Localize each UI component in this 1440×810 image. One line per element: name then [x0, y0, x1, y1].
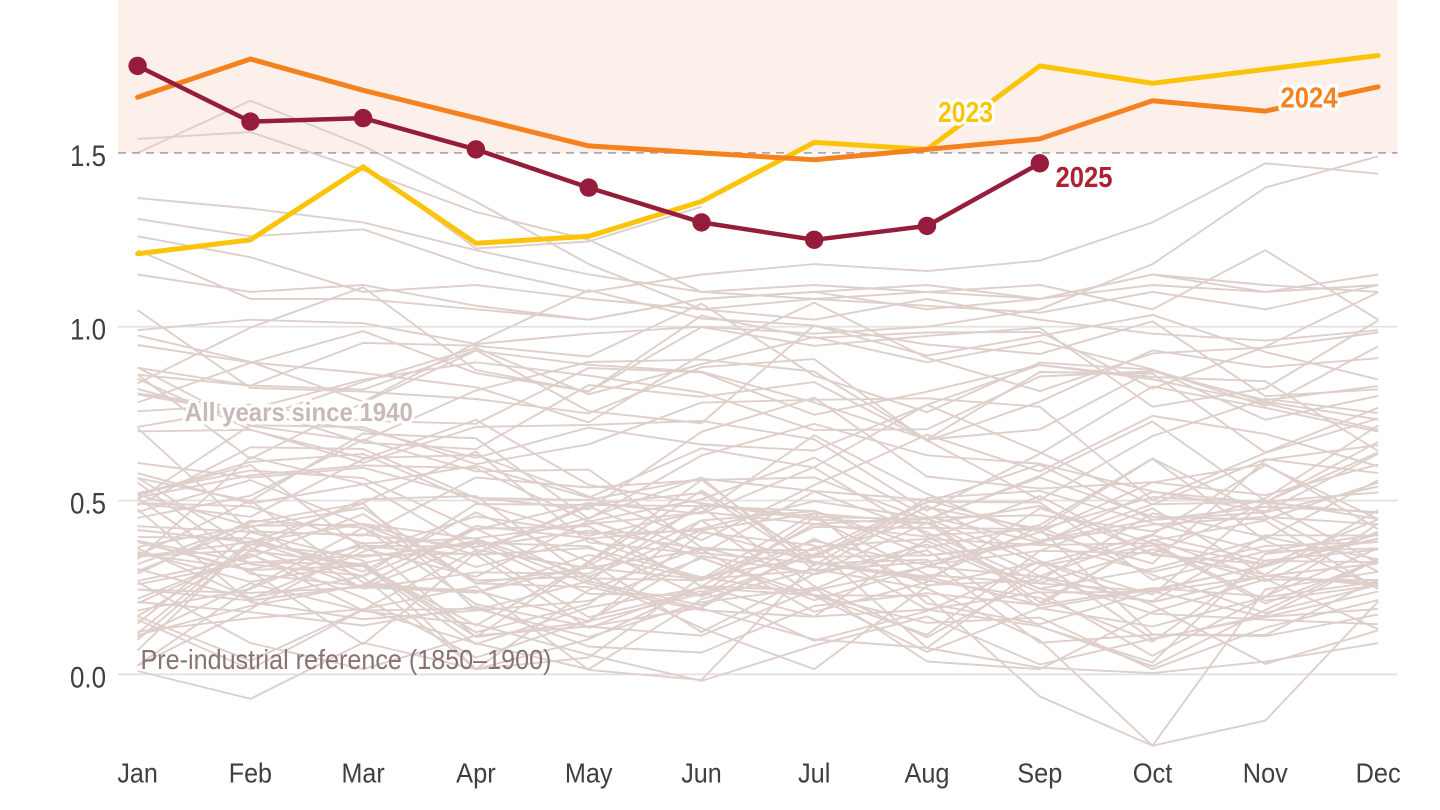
svg-text:2025: 2025 — [1056, 162, 1113, 194]
svg-text:Jul: Jul — [798, 758, 830, 789]
svg-text:2023: 2023 — [938, 97, 993, 129]
svg-text:0.0: 0.0 — [70, 661, 106, 694]
svg-text:1.5: 1.5 — [70, 140, 106, 173]
svg-text:Oct: Oct — [1133, 758, 1173, 789]
svg-text:All years since 1940: All years since 1940 — [185, 397, 413, 427]
svg-text:2024: 2024 — [1281, 83, 1338, 115]
svg-text:Sep: Sep — [1017, 758, 1062, 789]
svg-text:Feb: Feb — [229, 758, 272, 789]
svg-text:Apr: Apr — [456, 758, 496, 789]
svg-text:Mar: Mar — [342, 758, 385, 789]
svg-text:1.0: 1.0 — [70, 314, 106, 347]
svg-text:Jun: Jun — [681, 758, 722, 789]
svg-text:Aug: Aug — [905, 758, 950, 789]
svg-text:Dec: Dec — [1356, 758, 1401, 789]
svg-text:0.5: 0.5 — [70, 487, 106, 520]
svg-text:May: May — [565, 758, 613, 789]
svg-text:Nov: Nov — [1243, 758, 1288, 789]
svg-text:Pre-industrial reference (1850: Pre-industrial reference (1850–1900) — [141, 644, 552, 675]
svg-text:Jan: Jan — [117, 758, 158, 789]
